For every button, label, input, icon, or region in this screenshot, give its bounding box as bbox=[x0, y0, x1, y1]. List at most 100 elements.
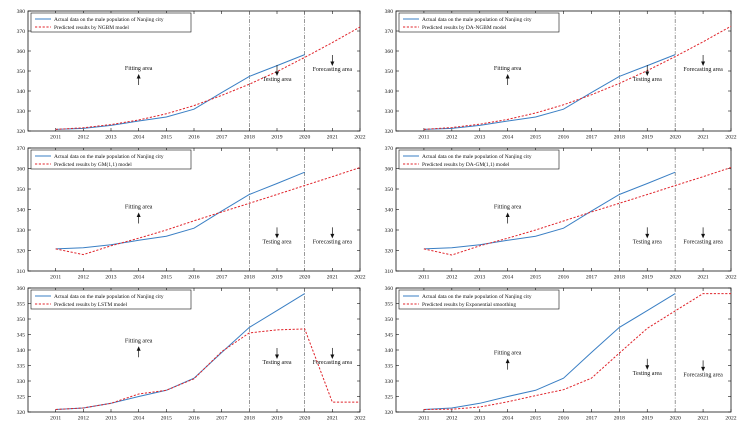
legend-box bbox=[398, 149, 560, 170]
y-tick-label: 310 bbox=[385, 269, 394, 275]
annotation-label: Testing area bbox=[633, 239, 662, 245]
y-tick-label: 330 bbox=[17, 379, 26, 385]
annotation-label: Forecasting area bbox=[683, 239, 723, 245]
legend-box bbox=[398, 289, 560, 310]
annotation-label: Fitting area bbox=[125, 204, 153, 210]
x-tick-label: 2015 bbox=[530, 275, 541, 281]
x-tick-label: 2019 bbox=[642, 275, 653, 281]
x-tick-label: 2021 bbox=[697, 416, 708, 422]
y-tick-label: 320 bbox=[385, 410, 394, 416]
x-tick-label: 2015 bbox=[161, 416, 172, 422]
x-tick-label: 2011 bbox=[50, 416, 61, 422]
y-tick-label: 340 bbox=[17, 208, 26, 214]
x-tick-label: 2014 bbox=[133, 416, 144, 422]
y-tick-label: 340 bbox=[17, 89, 26, 95]
legend-box bbox=[398, 12, 560, 33]
y-tick-label: 340 bbox=[17, 348, 26, 354]
chart-panel-1: 320 330 340 350 360 370 380 2011 2012 2013 2014 201… bbox=[17, 9, 366, 140]
y-tick-label: 350 bbox=[385, 69, 394, 75]
x-tick-label: 2017 bbox=[586, 416, 597, 422]
x-tick-label: 2016 bbox=[558, 275, 569, 281]
y-tick-label: 325 bbox=[17, 395, 26, 401]
x-tick-label: 2019 bbox=[271, 275, 282, 281]
x-tick-label: 2022 bbox=[725, 135, 736, 141]
x-tick-label: 2019 bbox=[642, 416, 653, 422]
legend-actual-label: Actual data on the male population of Na… bbox=[422, 16, 532, 23]
arrow-up-icon bbox=[136, 212, 141, 217]
x-tick-label: 2018 bbox=[244, 135, 255, 141]
arrow-down-icon bbox=[701, 61, 706, 66]
arrow-down-icon bbox=[645, 233, 650, 239]
legend-predicted-label: Predicted results by GM(1,1) model bbox=[54, 161, 132, 168]
x-tick-label: 2011 bbox=[50, 135, 61, 141]
y-tick-label: 370 bbox=[17, 29, 26, 35]
x-tick-label: 2015 bbox=[530, 135, 541, 141]
annotation-label: Fitting area bbox=[494, 204, 522, 210]
annotation-label: Forecasting area bbox=[313, 67, 353, 73]
x-tick-label: 2022 bbox=[354, 275, 365, 281]
y-tick-label: 320 bbox=[385, 249, 394, 255]
y-tick-label: 330 bbox=[17, 228, 26, 234]
x-tick-label: 2019 bbox=[271, 416, 282, 422]
legend-box bbox=[30, 149, 192, 170]
x-tick-label: 2017 bbox=[586, 135, 597, 141]
annotation-label: Forecasting area bbox=[313, 239, 353, 245]
y-tick-label: 370 bbox=[385, 29, 394, 35]
x-tick-label: 2021 bbox=[327, 135, 338, 141]
x-tick-label: 2012 bbox=[78, 135, 89, 141]
y-tick-label: 370 bbox=[385, 146, 394, 152]
x-tick-label: 2020 bbox=[299, 135, 310, 141]
y-tick-label: 330 bbox=[385, 379, 394, 385]
legend-box bbox=[30, 289, 192, 310]
y-tick-label: 355 bbox=[385, 302, 394, 308]
y-tick-label: 355 bbox=[17, 302, 26, 308]
legend-actual-label: Actual data on the male population of Na… bbox=[422, 153, 532, 160]
annotation-label: Testing area bbox=[633, 77, 662, 83]
x-tick-label: 2012 bbox=[446, 135, 457, 141]
actual-series-line bbox=[55, 171, 305, 250]
annotation-label: Testing area bbox=[262, 360, 291, 366]
y-tick-label: 330 bbox=[385, 228, 394, 234]
annotation-label: Fitting area bbox=[494, 351, 522, 357]
arrow-down-icon bbox=[330, 233, 335, 239]
x-tick-label: 2011 bbox=[418, 135, 429, 141]
x-tick-label: 2022 bbox=[725, 416, 736, 422]
annotation-label: Forecasting area bbox=[683, 67, 723, 73]
x-tick-label: 2018 bbox=[614, 416, 625, 422]
legend-actual-label: Actual data on the male population of Na… bbox=[54, 16, 164, 23]
annotation-label: Testing area bbox=[262, 239, 291, 245]
actual-series-line bbox=[423, 293, 676, 410]
predicted-series-line bbox=[55, 26, 361, 130]
y-tick-label: 350 bbox=[17, 187, 26, 193]
y-tick-label: 345 bbox=[17, 333, 26, 339]
y-tick-label: 335 bbox=[385, 364, 394, 370]
actual-series-line bbox=[423, 171, 676, 250]
x-tick-label: 2013 bbox=[474, 275, 485, 281]
x-tick-label: 2014 bbox=[502, 275, 513, 281]
y-tick-label: 330 bbox=[385, 109, 394, 115]
y-tick-label: 325 bbox=[385, 395, 394, 401]
x-tick-label: 2014 bbox=[133, 135, 144, 141]
x-tick-label: 2018 bbox=[244, 416, 255, 422]
arrow-up-icon bbox=[505, 74, 510, 79]
annotation-label: Forecasting area bbox=[683, 372, 723, 378]
chart-panel-3: 310 320 330 340 350 360 370 2011 2012 2013 2014 201… bbox=[17, 146, 366, 280]
y-tick-label: 320 bbox=[17, 129, 26, 135]
x-tick-label: 2021 bbox=[327, 416, 338, 422]
y-tick-label: 340 bbox=[385, 348, 394, 354]
y-tick-label: 320 bbox=[17, 249, 26, 255]
x-tick-label: 2020 bbox=[670, 416, 681, 422]
y-tick-label: 340 bbox=[385, 89, 394, 95]
actual-series-line bbox=[55, 293, 305, 410]
x-tick-label: 2019 bbox=[642, 135, 653, 141]
annotation-label: Fitting area bbox=[494, 66, 522, 72]
arrow-down-icon bbox=[645, 365, 650, 370]
x-tick-label: 2016 bbox=[558, 416, 569, 422]
y-tick-label: 360 bbox=[385, 286, 394, 292]
y-tick-label: 360 bbox=[17, 167, 26, 173]
x-tick-label: 2014 bbox=[133, 275, 144, 281]
actual-series-line bbox=[55, 54, 305, 130]
legend-predicted-label: Predicted results by Exponential smoothi… bbox=[422, 302, 516, 308]
x-tick-label: 2020 bbox=[670, 275, 681, 281]
